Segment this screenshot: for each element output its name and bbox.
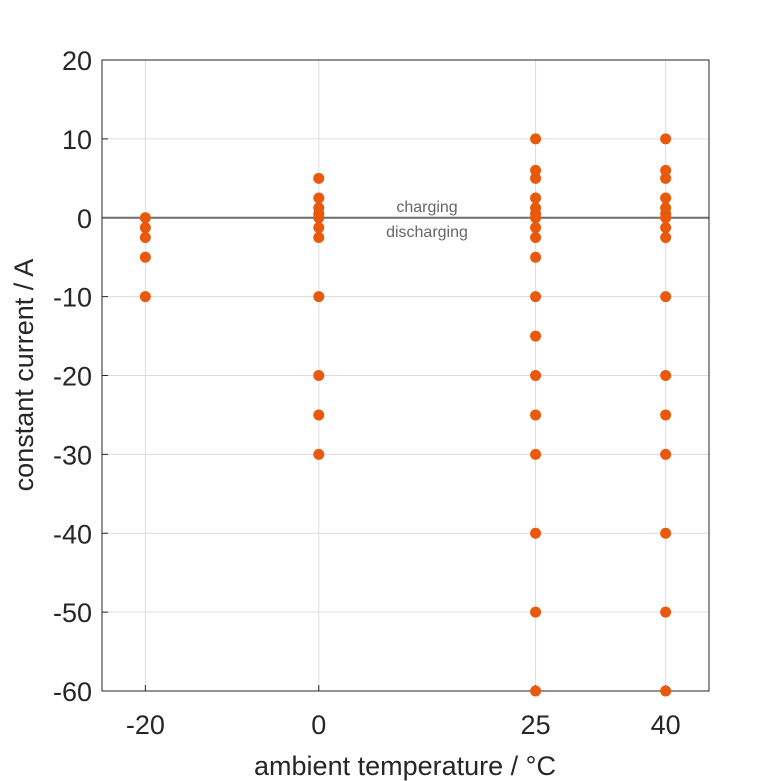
- x-tick-label: 0: [311, 710, 326, 740]
- data-point: [660, 172, 672, 184]
- data-point: [660, 192, 672, 204]
- data-point: [313, 409, 325, 421]
- data-point: [313, 231, 325, 243]
- data-point: [530, 370, 542, 381]
- data-point: [530, 409, 542, 421]
- y-tick-label: 10: [62, 125, 92, 155]
- data-point: [530, 606, 542, 618]
- data-point: [660, 409, 672, 421]
- y-tick-label: -50: [53, 598, 92, 628]
- data-point: [530, 685, 542, 697]
- x-tick-label: 40: [651, 710, 681, 740]
- x-tick-label: -20: [126, 710, 165, 740]
- data-point: [660, 222, 672, 234]
- y-tick-label: -10: [53, 283, 92, 313]
- annotation-charging: charging: [396, 199, 457, 216]
- data-point: [139, 212, 151, 224]
- data-point: [530, 291, 542, 303]
- data-point: [660, 212, 672, 224]
- data-point: [139, 222, 151, 234]
- data-point: [530, 527, 542, 539]
- annotation-discharging: discharging: [386, 224, 468, 241]
- data-points: [139, 133, 672, 697]
- data-point: [530, 231, 542, 243]
- data-point: [313, 448, 325, 460]
- data-point: [530, 448, 542, 460]
- grid: [102, 59, 709, 692]
- data-point: [660, 231, 672, 243]
- data-point: [530, 133, 542, 145]
- data-point: [139, 251, 151, 263]
- data-point: [530, 164, 542, 176]
- data-point: [660, 291, 672, 303]
- data-point: [530, 192, 542, 204]
- y-tick-label: 20: [62, 46, 92, 76]
- data-point: [313, 370, 325, 381]
- y-axis-label: constant current / A: [9, 259, 39, 492]
- data-point: [530, 222, 542, 234]
- x-tick-label: 25: [521, 710, 551, 740]
- data-point: [139, 291, 151, 303]
- data-point: [660, 685, 672, 697]
- plot-area-border: [101, 59, 710, 692]
- y-tick-label: -60: [53, 677, 92, 707]
- y-tick-label: -20: [53, 362, 92, 392]
- y-tick-label: -30: [53, 440, 92, 470]
- data-point: [530, 330, 542, 342]
- data-point: [313, 192, 325, 204]
- tick-labels: -20 0 25 40 20 10 0 -10 -20 -30 -40 -50 -60: [53, 46, 681, 740]
- data-point: [313, 172, 325, 184]
- data-point: [530, 172, 542, 184]
- data-point: [530, 251, 542, 263]
- x-axis-label: ambient temperature / °C: [254, 751, 556, 781]
- data-point: [660, 606, 672, 618]
- y-tick-label: -40: [53, 519, 92, 549]
- data-point: [660, 164, 672, 176]
- data-point: [313, 222, 325, 234]
- data-point: [660, 133, 672, 145]
- data-point: [660, 370, 672, 381]
- data-point: [313, 291, 325, 303]
- data-point: [139, 231, 151, 243]
- data-point: [313, 212, 325, 224]
- data-point: [530, 212, 542, 224]
- data-point: [660, 527, 672, 539]
- y-tick-label: 0: [77, 204, 92, 234]
- data-point: [660, 448, 672, 460]
